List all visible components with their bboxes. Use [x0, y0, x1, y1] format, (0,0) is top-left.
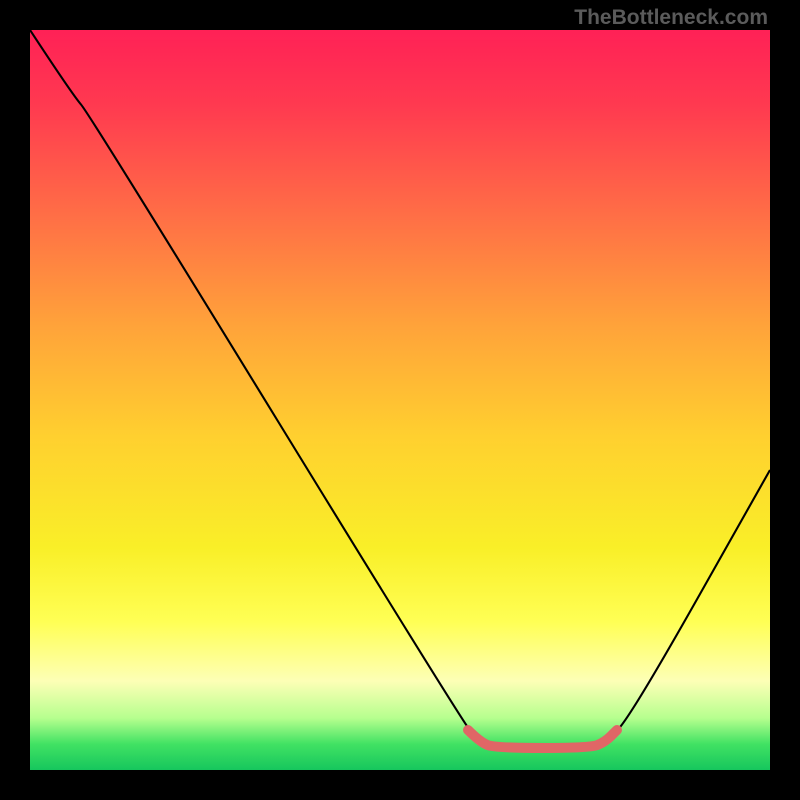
watermark-text: TheBottleneck.com: [574, 6, 768, 30]
minimum-highlight-segment: [468, 730, 617, 748]
plot-area: [30, 30, 770, 770]
bottleneck-curve: [30, 30, 770, 748]
curve-layer: [30, 30, 770, 770]
